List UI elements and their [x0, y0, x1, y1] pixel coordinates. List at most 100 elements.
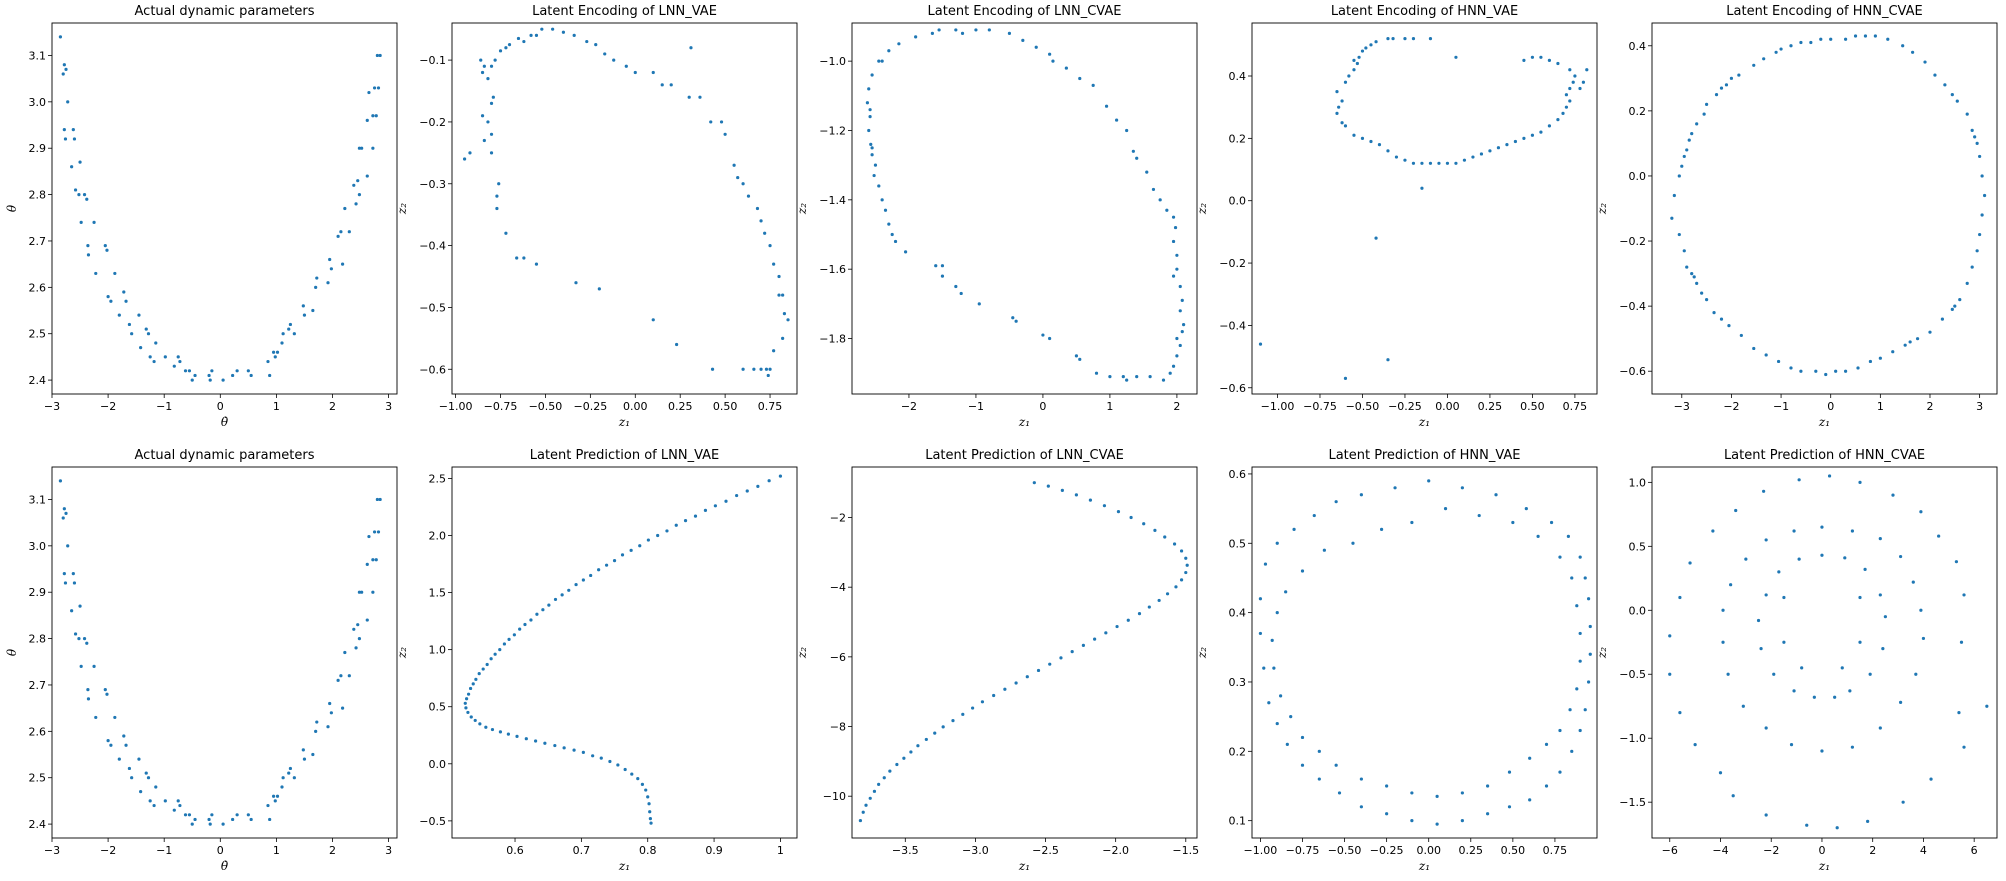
- data-point: [1034, 45, 1038, 49]
- data-point: [502, 642, 507, 646]
- data-point: [485, 662, 489, 667]
- data-point: [122, 734, 126, 738]
- data-point: [629, 548, 633, 552]
- x-tick-label: 0: [1039, 400, 1046, 413]
- data-point: [777, 274, 781, 279]
- y-tick-label: 3.1: [29, 493, 47, 506]
- data-point: [103, 244, 107, 248]
- data-point: [1180, 298, 1184, 302]
- data-point: [759, 367, 763, 371]
- data-point: [1091, 83, 1095, 88]
- data-point: [941, 725, 945, 729]
- data-point: [1046, 484, 1050, 488]
- data-point: [523, 622, 527, 627]
- x-tick-label: 3: [385, 844, 392, 857]
- data-point: [1978, 154, 1982, 159]
- data-point: [651, 70, 655, 75]
- data-point: [772, 262, 776, 266]
- x-axis-label: z₁: [618, 859, 630, 873]
- data-point: [365, 174, 369, 178]
- data-point: [1275, 611, 1279, 615]
- data-point: [1337, 791, 1342, 795]
- x-tick-label: 2: [329, 400, 336, 413]
- data-point: [1104, 104, 1109, 108]
- data-point: [1858, 480, 1862, 484]
- data-point: [1178, 284, 1182, 289]
- data-point: [1340, 121, 1344, 125]
- data-point: [543, 741, 547, 745]
- y-tick-label: −6: [830, 651, 846, 664]
- y-axis-label: z₂: [795, 647, 809, 659]
- data-point: [560, 593, 564, 597]
- data-point: [880, 59, 884, 63]
- data-point: [190, 822, 194, 826]
- data-point: [887, 222, 891, 226]
- data-point: [221, 822, 225, 826]
- data-point: [504, 46, 508, 50]
- data-point: [504, 231, 508, 235]
- data-point: [636, 777, 640, 781]
- data-point: [1524, 507, 1528, 511]
- data-point: [58, 35, 63, 39]
- data-point: [1744, 557, 1748, 561]
- data-point: [1262, 666, 1266, 670]
- data-point: [85, 641, 89, 645]
- data-point: [193, 817, 197, 822]
- data-point: [1343, 376, 1348, 381]
- data-point: [1578, 555, 1582, 559]
- data-point: [62, 572, 66, 576]
- y-tick-label: −0.3: [419, 178, 446, 191]
- data-point: [1809, 40, 1813, 45]
- data-point: [495, 206, 499, 211]
- data-point: [139, 346, 143, 350]
- data-point: [1359, 777, 1363, 781]
- data-point: [1411, 36, 1416, 41]
- y-tick-label: 0.2: [1229, 132, 1247, 145]
- data-point: [562, 746, 566, 750]
- data-point: [1764, 593, 1768, 597]
- data-point: [375, 53, 379, 58]
- data-point: [360, 146, 364, 150]
- x-tick-label: −0.75: [484, 400, 518, 413]
- data-point: [1752, 63, 1756, 67]
- data-point: [1570, 749, 1574, 753]
- data-point: [1695, 281, 1699, 285]
- data-point: [992, 693, 996, 698]
- data-point: [246, 813, 250, 817]
- data-point: [1700, 291, 1704, 295]
- data-point: [515, 256, 519, 260]
- data-point: [378, 53, 382, 58]
- data-point: [1182, 323, 1186, 327]
- subplot-title: Latent Encoding of LNN_VAE: [532, 4, 717, 19]
- data-point: [954, 284, 958, 289]
- data-point: [498, 49, 503, 53]
- data-point: [585, 39, 589, 44]
- data-point: [292, 332, 296, 336]
- data-point: [328, 257, 332, 262]
- data-point: [1347, 74, 1351, 78]
- data-point: [1437, 161, 1441, 165]
- data-point: [1863, 567, 1867, 571]
- data-point: [1756, 618, 1761, 623]
- x-tick-label: 1: [1877, 400, 1884, 413]
- data-point: [1300, 763, 1305, 767]
- data-point: [1873, 34, 1877, 38]
- data-point: [1014, 319, 1018, 323]
- data-point: [489, 151, 494, 155]
- data-point: [347, 674, 351, 678]
- data-point: [113, 715, 117, 720]
- data-point: [1985, 704, 1989, 708]
- data-point: [489, 132, 494, 136]
- data-point: [365, 118, 369, 122]
- data-point: [902, 756, 906, 760]
- data-point: [1334, 763, 1338, 767]
- data-point: [1337, 105, 1341, 109]
- data-point: [1443, 507, 1448, 511]
- data-point: [1573, 74, 1577, 78]
- data-point: [604, 563, 609, 567]
- data-point: [365, 618, 369, 622]
- data-point: [1522, 58, 1526, 63]
- data-point: [281, 776, 285, 780]
- y-tick-label: −0.2: [1619, 235, 1646, 248]
- data-point: [371, 114, 375, 118]
